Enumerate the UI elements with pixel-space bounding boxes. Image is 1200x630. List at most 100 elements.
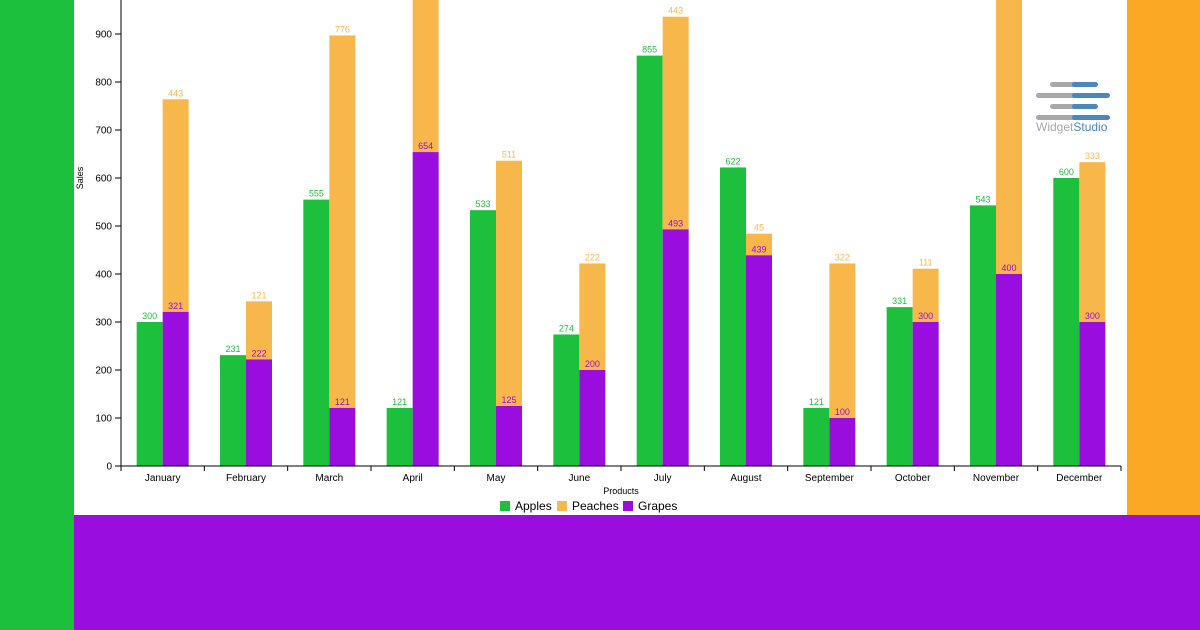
bar-apples-december xyxy=(1053,178,1080,466)
y-tick-label-500: 500 xyxy=(95,222,112,233)
label-grapes-may: 125 xyxy=(501,395,516,405)
y-tick-label-700: 700 xyxy=(95,126,112,137)
logo-word-widget: Widget xyxy=(1036,120,1074,134)
bar-apples-october xyxy=(886,307,913,466)
label-grapes-august: 439 xyxy=(751,244,766,254)
x-tick-label-december: December xyxy=(1056,473,1103,484)
bar-apples-june xyxy=(553,334,580,466)
legend-label-peaches: Peaches xyxy=(572,499,619,513)
label-peaches-september: 322 xyxy=(835,252,850,262)
bar-peaches-january xyxy=(162,99,189,312)
label-grapes-september: 100 xyxy=(835,407,850,417)
label-apples-august: 622 xyxy=(725,156,740,166)
bar-grapes-september xyxy=(829,418,856,466)
logo-bar-blue-2 xyxy=(1072,93,1110,98)
bar-apples-april xyxy=(386,407,413,466)
label-apples-january: 300 xyxy=(142,311,157,321)
x-tick-label-february: February xyxy=(226,473,266,484)
label-peaches-february: 121 xyxy=(251,290,266,300)
bar-grapes-august xyxy=(746,255,772,466)
y-tick-label-300: 300 xyxy=(95,318,112,329)
label-peaches-december: 333 xyxy=(1085,151,1100,161)
bar-peaches-october xyxy=(912,268,939,322)
right-color-band xyxy=(1127,0,1200,515)
bar-apples-november xyxy=(970,205,996,467)
left-color-band xyxy=(0,0,74,630)
logo-bar-blue-4 xyxy=(1072,115,1110,120)
bar-grapes-may xyxy=(496,406,522,466)
label-apples-july: 855 xyxy=(642,45,657,55)
chart-panel: 300 443 321 231 121 222 555 776 121 121 654 533 511 1… xyxy=(74,0,1127,515)
label-grapes-december: 300 xyxy=(1085,311,1100,321)
label-peaches-may: 511 xyxy=(502,150,516,160)
x-tick-label-april: April xyxy=(403,473,423,484)
logo-bar-blue-1 xyxy=(1072,82,1098,87)
bar-apples-july xyxy=(636,55,663,466)
y-tick-label-0: 0 xyxy=(106,462,112,473)
bar-peaches-may xyxy=(496,160,522,406)
bar-apples-august xyxy=(720,167,746,466)
bar-apples-february xyxy=(220,355,246,466)
logo-bar-gray-4 xyxy=(1036,115,1076,120)
label-grapes-march: 121 xyxy=(335,397,350,407)
bar-apples-march xyxy=(303,199,330,466)
legend-label-grapes: Grapes xyxy=(638,499,677,513)
label-peaches-march: 776 xyxy=(335,24,350,34)
x-tick-label-july: July xyxy=(654,473,672,484)
bar-apples-may xyxy=(470,210,496,466)
logo-bar-gray-2 xyxy=(1036,93,1076,98)
label-grapes-july: 493 xyxy=(668,218,683,228)
axes-layer: January February March April May June July Augu… xyxy=(75,0,1122,496)
bar-peaches-june xyxy=(579,263,606,370)
x-tick-label-september: September xyxy=(805,473,855,484)
bar-grapes-november xyxy=(996,274,1022,466)
label-grapes-november: 400 xyxy=(1001,263,1016,273)
label-apples-february: 231 xyxy=(225,344,240,354)
y-tick-label-100: 100 xyxy=(95,414,112,425)
x-tick-label-november: November xyxy=(973,473,1020,484)
label-grapes-february: 222 xyxy=(251,348,266,358)
label-apples-march: 555 xyxy=(309,189,324,199)
x-tick-label-march: March xyxy=(315,473,343,484)
bar-grapes-april xyxy=(412,152,439,466)
logo-bar-gray-3 xyxy=(1050,104,1076,109)
y-tick-label-400: 400 xyxy=(95,270,112,281)
label-grapes-april: 654 xyxy=(418,141,433,151)
bar-peaches-november xyxy=(996,0,1022,274)
sales-bar-chart: 300 443 321 231 121 222 555 776 121 121 654 533 511 1… xyxy=(75,0,1122,513)
legend: Apples Peaches Grapes xyxy=(500,499,677,513)
legend-swatch-peaches xyxy=(557,501,567,511)
bar-peaches-march xyxy=(329,35,356,408)
bottom-color-band xyxy=(74,515,1200,630)
bar-grapes-october xyxy=(912,322,939,466)
label-grapes-january: 321 xyxy=(168,301,183,311)
bar-peaches-september xyxy=(829,263,856,418)
bar-peaches-february xyxy=(246,301,272,360)
bar-grapes-june xyxy=(579,370,606,466)
x-tick-label-october: October xyxy=(895,473,931,484)
label-apples-june: 274 xyxy=(559,323,574,333)
label-peaches-october: 111 xyxy=(919,258,933,268)
label-apples-october: 331 xyxy=(892,296,907,306)
bar-peaches-august xyxy=(746,233,772,256)
widgetstudio-logo: WidgetStudio xyxy=(1030,78,1120,138)
bar-peaches-april xyxy=(412,0,439,153)
logo-word-studio: Studio xyxy=(1073,120,1108,134)
logo-text: WidgetStudio xyxy=(1036,120,1107,134)
label-apples-december: 600 xyxy=(1059,167,1074,177)
label-grapes-june: 200 xyxy=(585,359,600,369)
x-tick-label-august: August xyxy=(730,473,761,484)
label-peaches-june: 222 xyxy=(585,252,600,262)
bar-grapes-march xyxy=(329,407,356,466)
label-apples-april: 121 xyxy=(392,397,407,407)
bar-peaches-december xyxy=(1079,162,1106,322)
y-tick-label-800: 800 xyxy=(95,78,112,89)
legend-swatch-grapes xyxy=(623,501,633,511)
y-axis-title: Sales xyxy=(75,166,85,189)
bar-grapes-january xyxy=(162,311,189,466)
label-grapes-october: 300 xyxy=(918,311,933,321)
label-apples-may: 533 xyxy=(475,199,490,209)
label-peaches-july: 443 xyxy=(668,6,683,16)
y-tick-label-600: 600 xyxy=(95,174,112,185)
bar-apples-january xyxy=(136,322,163,466)
